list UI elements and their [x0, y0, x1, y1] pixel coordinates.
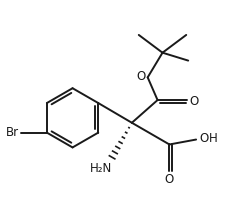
Text: Br: Br — [6, 126, 19, 139]
Text: O: O — [136, 70, 145, 83]
Text: O: O — [199, 132, 209, 145]
Text: O: O — [165, 172, 174, 185]
Text: H: H — [209, 132, 217, 145]
Text: O: O — [190, 94, 199, 108]
Text: H₂N: H₂N — [90, 162, 112, 175]
